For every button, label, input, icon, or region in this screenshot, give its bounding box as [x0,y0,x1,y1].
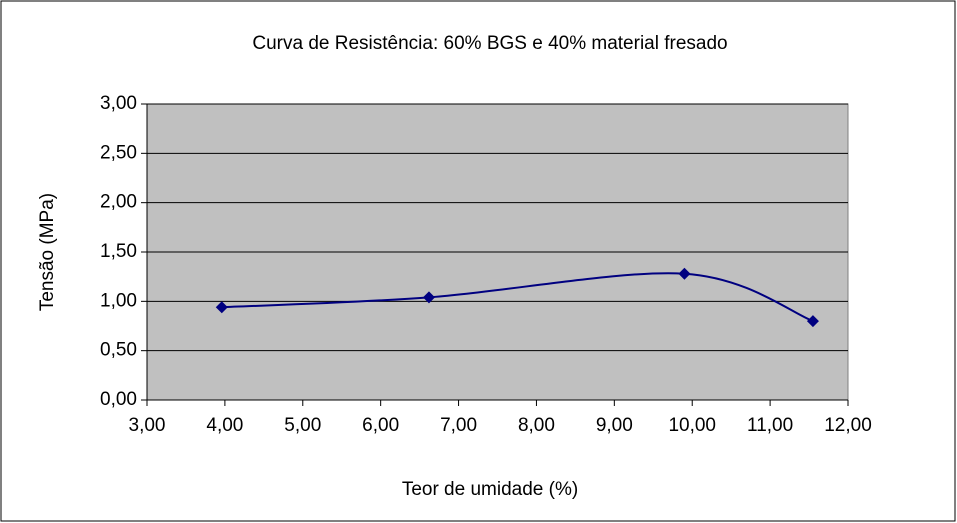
x-tick-label: 10,00 [668,415,716,436]
marker [215,301,228,314]
x-tick-label: 7,00 [440,415,477,436]
y-tick-label: 1,50 [100,241,137,262]
chart-title: Curva de Resistência: 60% BGS e 40% mate… [252,33,727,54]
marker [806,315,819,328]
x-tick-label: 9,00 [596,415,633,436]
y-tick-label: 0,50 [100,340,137,361]
y-tick-label: 2,00 [100,192,137,213]
x-tick-label: 8,00 [518,415,555,436]
y-tick-label: 0,00 [100,389,137,410]
x-tick-label: 11,00 [747,415,793,436]
x-axis-label: Teor de umidade (%) [402,479,578,500]
x-tick-label: 6,00 [362,415,399,436]
y-tick-label: 3,00 [100,93,137,114]
y-tick-label: 1,00 [100,290,137,311]
y-axis-label: Tensão (MPa) [37,193,58,311]
marker [422,291,435,304]
x-tick-label: 4,00 [206,415,243,436]
x-tick-label: 12,00 [824,415,872,436]
y-tick-label: 2,50 [100,142,137,163]
series-line [221,272,814,323]
x-tick-label: 3,00 [129,415,166,436]
x-tick-label: 5,00 [284,415,321,436]
marker [678,267,691,280]
